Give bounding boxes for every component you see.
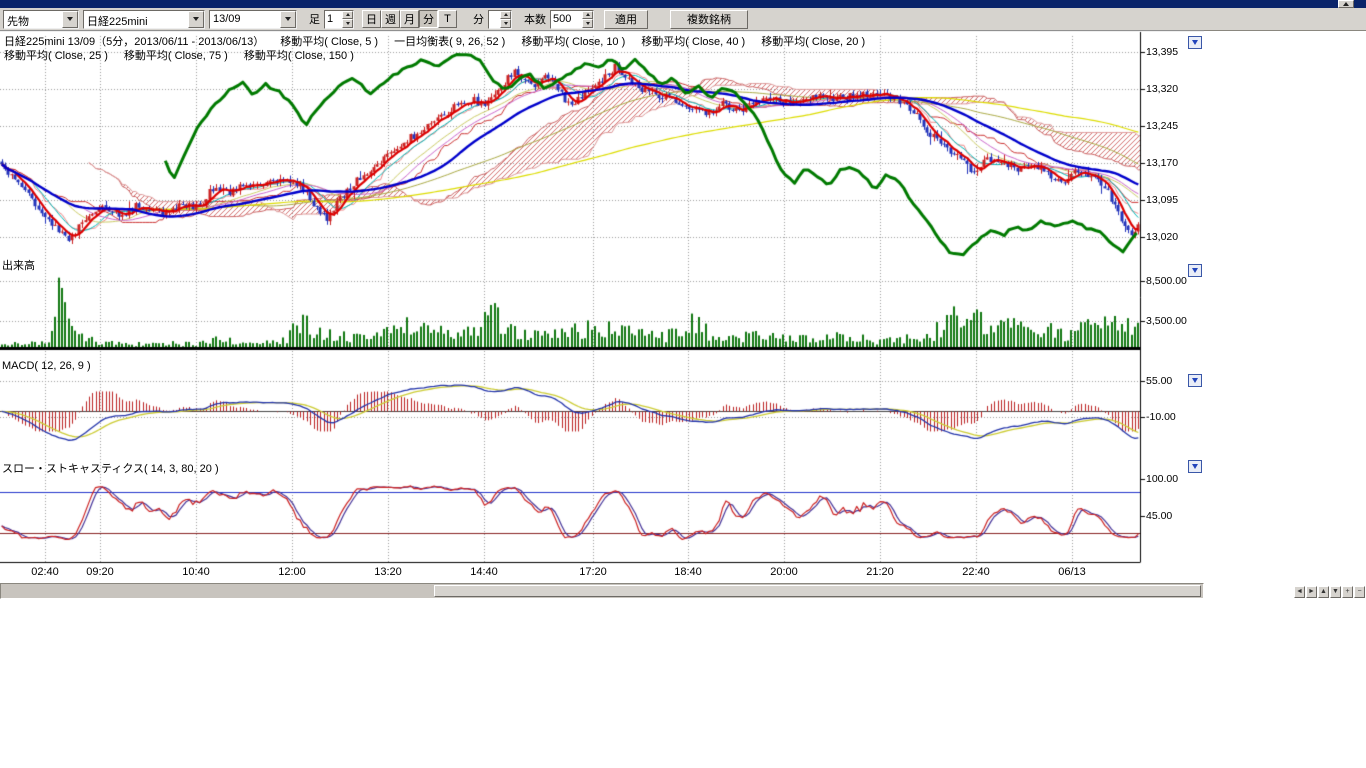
chevron-down-icon [1192, 268, 1198, 273]
indicator-label: 移動平均( Close, 40 ) [641, 33, 745, 49]
indicator-label: 移動平均( Close, 75 ) [124, 47, 228, 63]
time-axis-label: 22:40 [950, 566, 1002, 578]
time-axis-label: 14:40 [458, 566, 510, 578]
stoch-axis-label: 100.00 [1146, 473, 1202, 485]
time-axis: 02:4009:20 10:40 12:00 13:20 14:40 17:20 18:40… [0, 566, 1204, 580]
macd-axis-label: -10.00 [1146, 411, 1202, 423]
price-axis-label: 13,020 [1146, 231, 1202, 243]
stoch-pane-menu-button[interactable] [1188, 460, 1202, 473]
macd-pane-menu-button[interactable] [1188, 374, 1202, 387]
time-axis-label: 06/13 [1046, 566, 1098, 578]
zoom-in-button[interactable]: + [1342, 586, 1353, 598]
indicator-label: 一目均衡表( 9, 26, 52 ) [394, 33, 505, 49]
indicator-label: 移動平均( Close, 150 ) [244, 47, 354, 63]
price-axis-label: 13,320 [1146, 83, 1202, 95]
time-axis-label: 13:20 [362, 566, 414, 578]
volume-pane-label: 出来高 [2, 257, 35, 273]
macd-pane-label: MACD( 12, 26, 9 ) [2, 360, 91, 372]
volume-axis-label: 3,500.00 [1146, 315, 1202, 327]
time-axis-label: 21:20 [854, 566, 906, 578]
time-axis-label: 02:40 [19, 566, 71, 578]
time-axis-label: 20:00 [758, 566, 810, 578]
price-axis-label: 13,095 [1146, 194, 1202, 206]
time-axis-label: 09:20 [74, 566, 126, 578]
price-chart-canvas[interactable] [0, 30, 1204, 564]
chevron-down-icon [1192, 378, 1198, 383]
zoom-out-button[interactable]: − [1354, 586, 1365, 598]
scroll-up-button[interactable]: ▲ [1318, 586, 1329, 598]
chart-area: 日経225mini 13/09（5分，2013/06/11 - 2013/06/… [0, 0, 1366, 601]
stoch-axis-label: 45.00 [1146, 510, 1202, 522]
price-axis-label: 13,245 [1146, 120, 1202, 132]
chevron-down-icon [1192, 40, 1198, 45]
chart-header-line2: 移動平均( Close, 25 ) 移動平均( Close, 75 ) 移動平均( … [4, 47, 354, 63]
chart-application-window: 先物 日経225mini 13/09 足 1 日 週 月 分 T 分 [0, 0, 1366, 768]
stoch-pane-label: スロー・ストキャスティクス( 14, 3, 80, 20 ) [2, 460, 219, 476]
indicator-label: 移動平均( Close, 10 ) [521, 33, 625, 49]
scroll-left-button[interactable]: ◄ [1294, 586, 1305, 598]
time-axis-label: 10:40 [170, 566, 222, 578]
indicator-label: 移動平均( Close, 20 ) [761, 33, 865, 49]
time-axis-label: 18:40 [662, 566, 714, 578]
price-pane-menu-button[interactable] [1188, 36, 1202, 49]
scroll-down-button[interactable]: ▼ [1330, 586, 1341, 598]
chevron-down-icon [1192, 464, 1198, 469]
price-axis-label: 13,170 [1146, 157, 1202, 169]
chart-corner-buttons: ◄►▲▼+− [1294, 586, 1365, 598]
scrollbar-thumb[interactable] [434, 585, 1201, 597]
time-axis-label: 17:20 [567, 566, 619, 578]
time-axis-label: 12:00 [266, 566, 318, 578]
scroll-right-button[interactable]: ► [1306, 586, 1317, 598]
indicator-label: 移動平均( Close, 25 ) [4, 47, 108, 63]
horizontal-scrollbar[interactable] [0, 583, 1204, 599]
volume-pane-menu-button[interactable] [1188, 264, 1202, 277]
